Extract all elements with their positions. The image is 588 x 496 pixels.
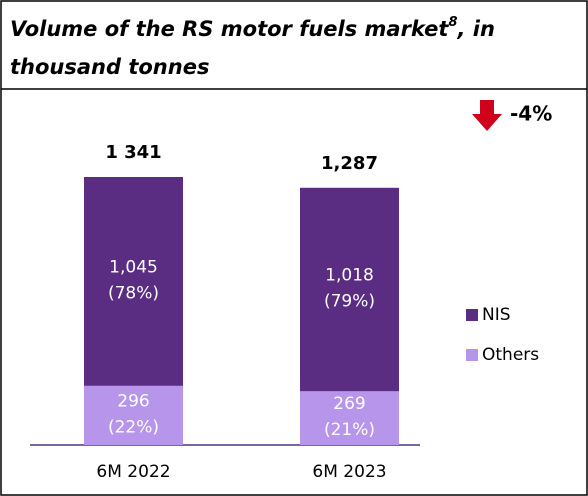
bar-segment <box>84 177 183 386</box>
total-label: 1,287 <box>321 153 378 174</box>
chart-title: Volume of the RS motor fuels market8, in <box>10 15 495 42</box>
share-label: (21%) <box>324 420 375 440</box>
title-superscript: 8 <box>448 15 457 30</box>
value-label: 1,045 <box>109 257 158 277</box>
value-label: 269 <box>333 394 365 414</box>
annotation: -4% <box>510 102 552 126</box>
bar-segment <box>84 385 183 445</box>
value-label: 296 <box>117 391 149 411</box>
share-label: (79%) <box>324 292 375 312</box>
down-arrow <box>472 100 502 131</box>
chart-title: thousand tonnes <box>10 55 209 79</box>
legend-label: Others <box>482 345 539 365</box>
x-tick-label: 6M 2023 <box>312 462 386 482</box>
title-text: , in <box>457 17 495 41</box>
legend-swatch <box>466 349 478 361</box>
title-text: Volume of the RS motor fuels market <box>10 17 449 41</box>
value-label: 1,018 <box>325 266 374 286</box>
share-label: (78%) <box>108 283 159 303</box>
legend-swatch <box>466 309 478 321</box>
total-label: 1 341 <box>105 142 161 163</box>
share-label: (22%) <box>108 417 159 437</box>
legend-label: NIS <box>482 305 511 325</box>
x-tick-label: 6M 2022 <box>96 462 170 482</box>
bar-segment <box>300 187 399 392</box>
bar-segment <box>300 391 399 445</box>
